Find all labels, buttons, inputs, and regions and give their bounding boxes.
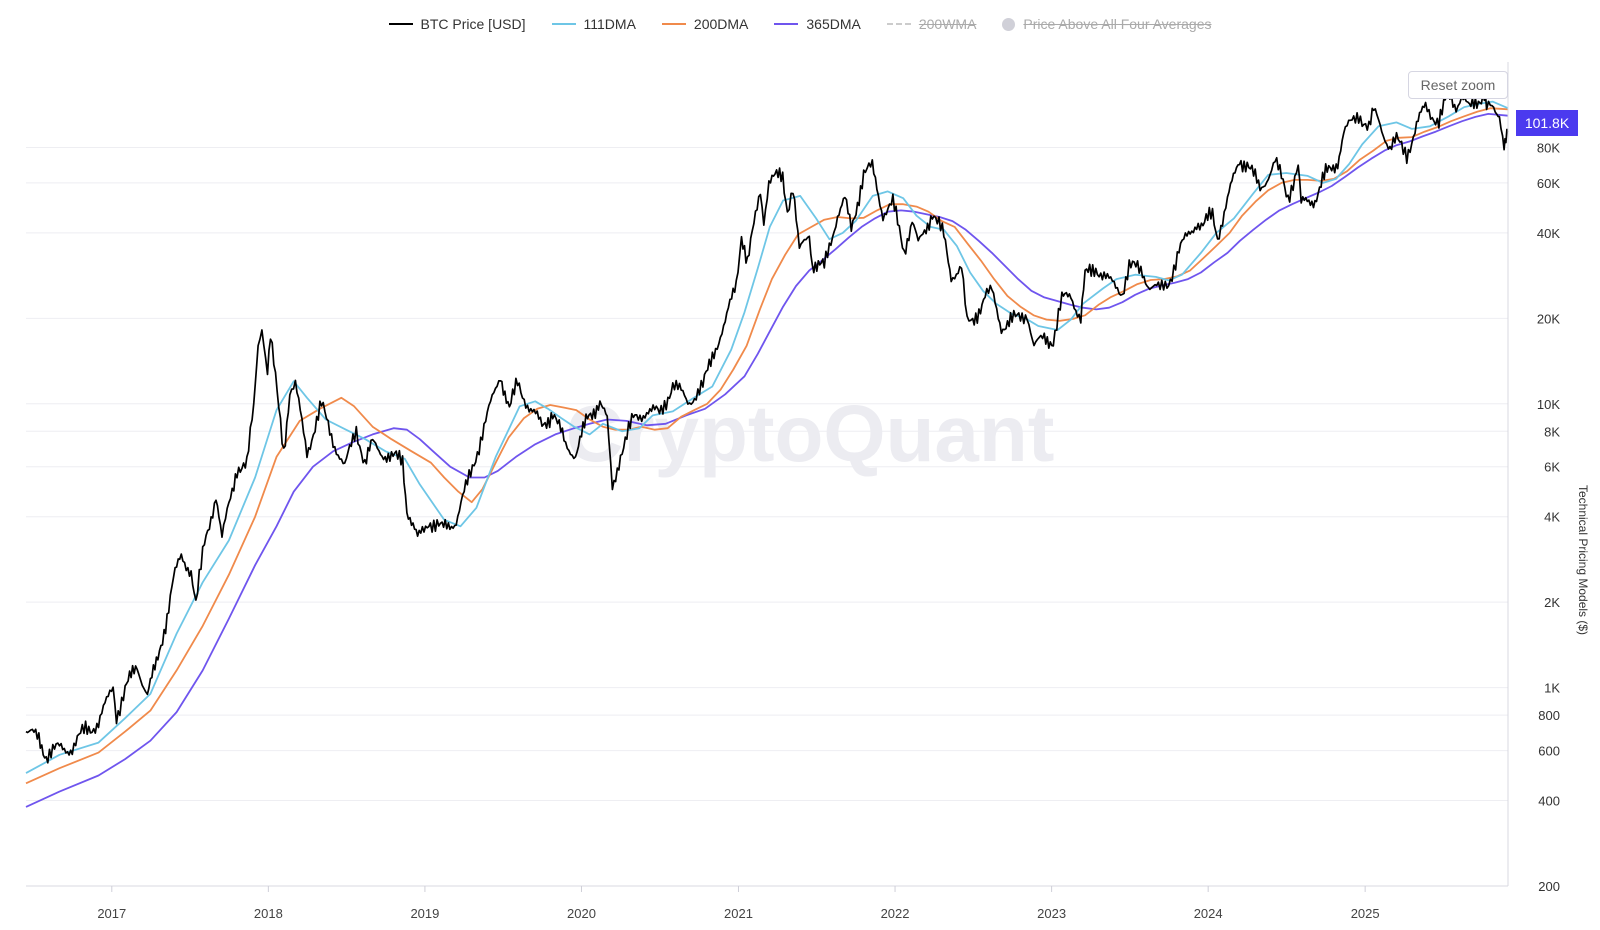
- legend-swatch-365dma: [774, 23, 799, 25]
- legend-label-200wma: 200WMA: [918, 16, 977, 32]
- legend-label-111dma: 111DMA: [583, 16, 636, 32]
- y-tick-label: 60K: [1537, 176, 1560, 191]
- y-axis-ticks: 200 400 600 800 1K 2K 4K 6K 8K 10K 20K 40K 60K 80K: [1537, 140, 1560, 894]
- legend-swatch-111dma: [551, 23, 576, 25]
- x-tick-label: 2023: [1037, 906, 1066, 921]
- x-tick-label: 2025: [1351, 906, 1380, 921]
- legend-swatch-200dma: [661, 23, 686, 25]
- x-tick-label: 2018: [254, 906, 283, 921]
- grid-lines: [26, 146, 1508, 802]
- x-tick-label: 2020: [567, 906, 596, 921]
- y-tick-label: 8K: [1544, 424, 1560, 439]
- y-axis-title: Technical Pricing Models ($): [1576, 484, 1590, 636]
- y-tick-label: 600: [1538, 744, 1560, 759]
- x-tick-label: 2017: [97, 906, 126, 921]
- legend-item-200dma[interactable]: 200DMA: [661, 16, 749, 32]
- legend-swatch-200wma: [886, 23, 911, 25]
- y-tick-label: 6K: [1544, 460, 1560, 475]
- y-tick-label: 1K: [1544, 681, 1560, 696]
- watermark-text: CryptoQuant: [566, 389, 1055, 478]
- y-tick-label: 200: [1538, 879, 1560, 894]
- current-price-tag: 101.8K: [1516, 110, 1578, 136]
- legend-label-price-above-all: Price Above All Four Averages: [1023, 16, 1212, 32]
- legend-item-111dma[interactable]: 111DMA: [551, 16, 636, 32]
- legend-label-200dma: 200DMA: [693, 16, 749, 32]
- series-layer: [25, 87, 1509, 808]
- y-tick-label: 400: [1538, 794, 1560, 809]
- reset-zoom-button[interactable]: Reset zoom: [1408, 71, 1508, 99]
- x-axis-ticks: 2017 2018 2019 2020 2021 2022 2023 2024 2025: [97, 886, 1380, 921]
- y-tick-label: 80K: [1537, 140, 1560, 155]
- y-tick-label: 800: [1538, 708, 1560, 723]
- x-tick-label: 2024: [1194, 906, 1223, 921]
- legend-item-btc-price[interactable]: BTC Price [USD]: [388, 16, 526, 32]
- legend-swatch-price-above-all: [1002, 17, 1016, 31]
- y-tick-label: 10K: [1537, 397, 1560, 412]
- legend-item-365dma[interactable]: 365DMA: [774, 16, 861, 32]
- legend-label-btc-price: BTC Price [USD]: [420, 16, 526, 32]
- y-tick-label: 40K: [1537, 226, 1560, 241]
- chart-legend: BTC Price [USD] 111DMA 200DMA 365DMA 200…: [0, 12, 1600, 36]
- x-tick-label: 2022: [881, 906, 910, 921]
- legend-item-price-above-all[interactable]: Price Above All Four Averages: [1002, 16, 1212, 32]
- y-tick-label: 2K: [1544, 595, 1560, 610]
- legend-item-200wma[interactable]: 200WMA: [886, 16, 977, 32]
- x-tick-label: 2021: [724, 906, 753, 921]
- legend-swatch-btc-price: [388, 23, 413, 25]
- legend-label-365dma: 365DMA: [806, 16, 861, 32]
- series-line-btc-price-usd[interactable]: [25, 87, 1509, 764]
- x-tick-label: 2019: [410, 906, 439, 921]
- y-tick-label: 4K: [1544, 510, 1560, 525]
- y-tick-label: 20K: [1537, 311, 1560, 326]
